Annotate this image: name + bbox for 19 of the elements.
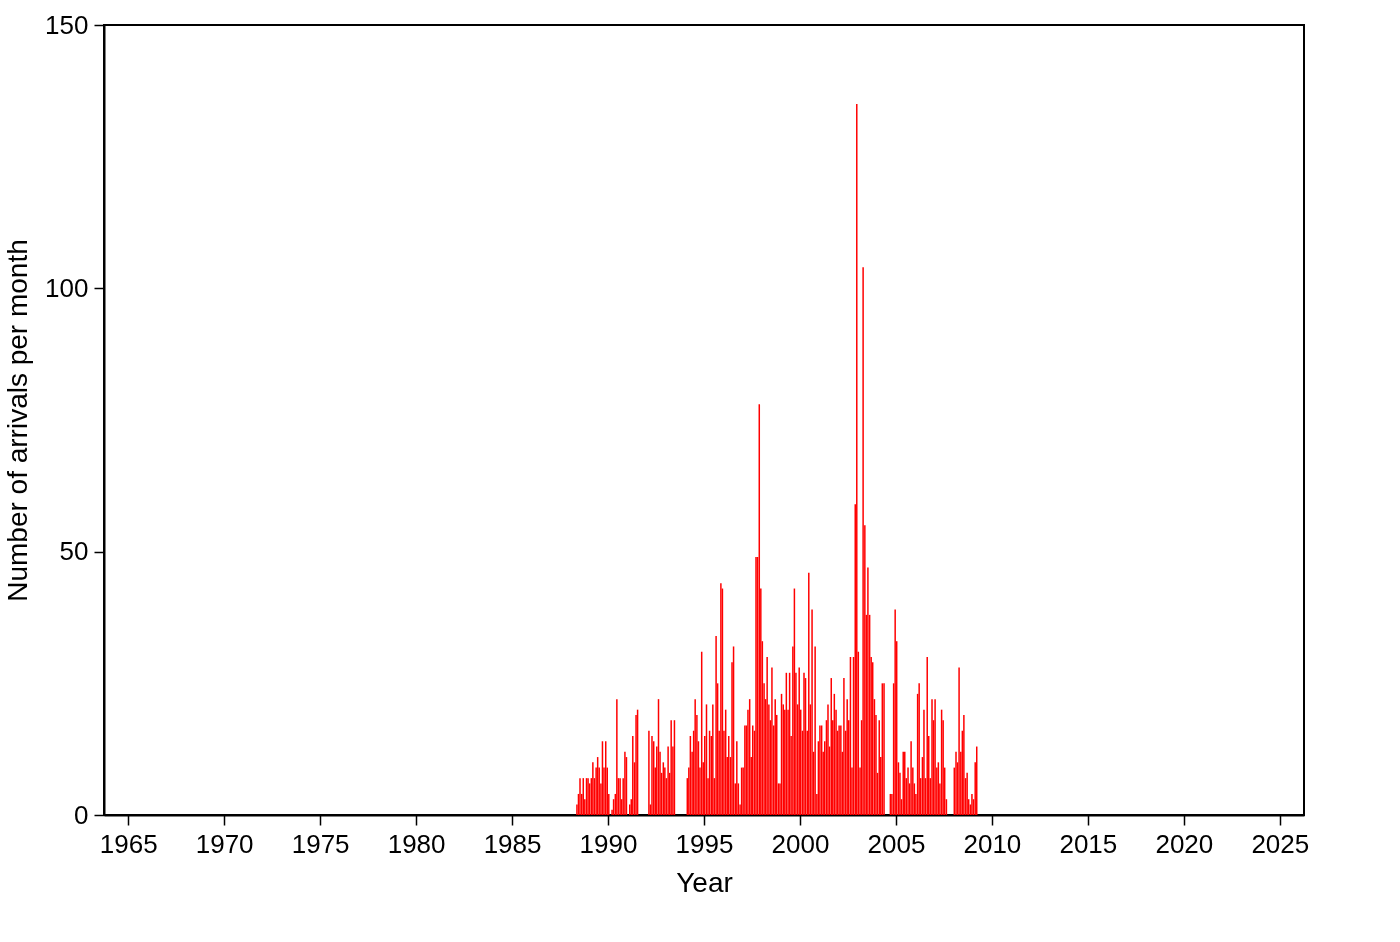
x-tick-label: 2000	[771, 828, 830, 859]
x-tick-label: 2015	[1059, 828, 1118, 859]
x-tick-label: 1980	[387, 828, 446, 859]
y-axis-title: Number of arrivals per month	[2, 239, 34, 602]
y-tick-label: 100	[45, 272, 89, 303]
x-tick-label: 1965	[99, 828, 158, 859]
y-tick-label: 150	[45, 9, 89, 40]
x-tick-label: 2005	[867, 828, 926, 859]
x-tick-label: 1990	[579, 828, 638, 859]
x-tick-label: 1985	[483, 828, 542, 859]
x-tick-label: 1995	[675, 828, 734, 859]
y-tick-label: 0	[74, 799, 89, 830]
x-tick-label: 1970	[195, 828, 254, 859]
x-tick-label: 2010	[963, 828, 1022, 859]
x-tick-label: 2025	[1251, 828, 1310, 859]
x-tick-label: 1975	[291, 828, 350, 859]
x-axis-title: Year	[676, 866, 733, 898]
x-tick-label: 2020	[1155, 828, 1214, 859]
y-tick-label: 50	[59, 536, 89, 567]
